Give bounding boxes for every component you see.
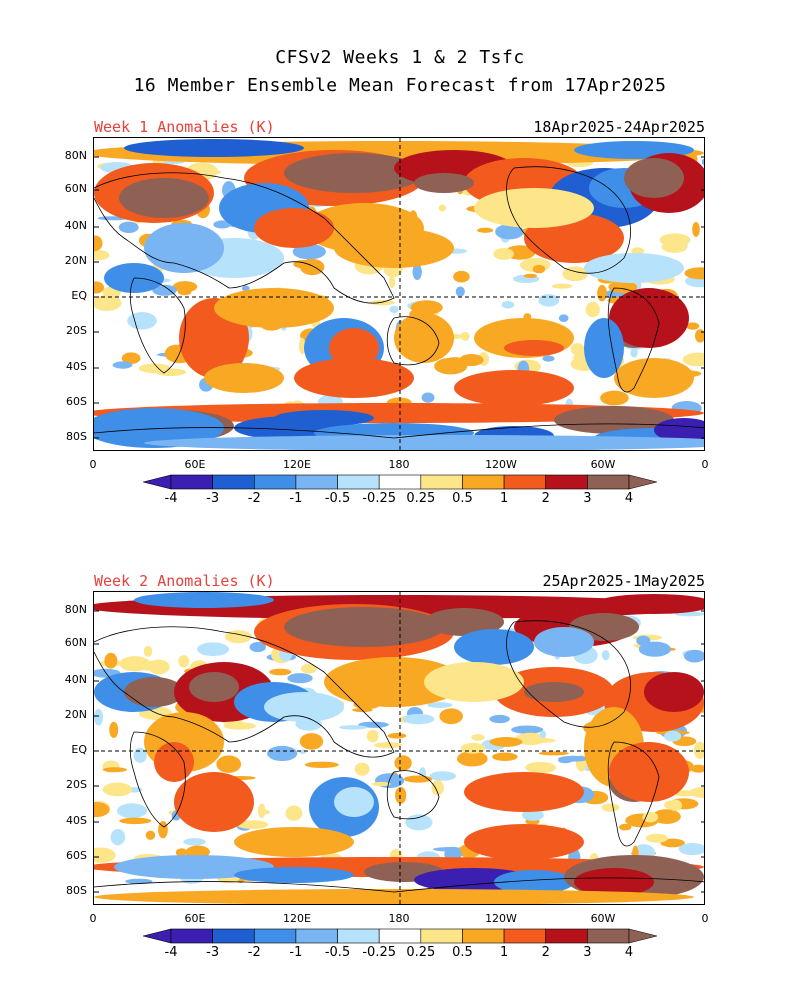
colorbar-label: -4 xyxy=(164,945,178,960)
week1-anomaly-map xyxy=(93,137,705,451)
colorbar-label: 0.5 xyxy=(452,945,473,960)
colorbar-box xyxy=(462,474,505,490)
colorbar-box xyxy=(545,474,588,490)
colorbar-box xyxy=(462,928,505,944)
latitude-label: EQ xyxy=(71,743,87,756)
colorbar-box xyxy=(378,474,422,490)
colorbar-box xyxy=(503,928,547,944)
latitude-label: 60S xyxy=(66,849,87,862)
colorbar-label: -0.25 xyxy=(362,491,396,506)
colorbar-box xyxy=(212,474,255,490)
colorbar-label: -0.5 xyxy=(324,491,351,506)
colorbar-scale xyxy=(142,928,658,944)
colorbar-label: -0.5 xyxy=(324,945,351,960)
colorbar-label: -0.25 xyxy=(362,945,396,960)
week1-panel-title: Week 1 Anomalies (K) xyxy=(94,118,275,136)
longitude-label: 0 xyxy=(701,912,709,925)
latitude-label: 20S xyxy=(66,324,87,337)
colorbar-box xyxy=(212,928,255,944)
colorbar-box xyxy=(253,474,297,490)
colorbar-low-arrow xyxy=(142,474,172,490)
colorbar-box xyxy=(587,928,630,944)
colorbar-box xyxy=(337,474,380,490)
latitude-label: 20N xyxy=(64,254,87,267)
colorbar-label: 4 xyxy=(624,491,634,506)
longitude-label: 120E xyxy=(283,912,311,925)
longitude-label: 60E xyxy=(184,458,206,471)
latitude-label: 40S xyxy=(66,814,87,827)
colorbar-label: -1 xyxy=(289,945,303,960)
colorbar-label: 2 xyxy=(541,945,550,960)
colorbar-label: 4 xyxy=(624,945,634,960)
colorbar-box xyxy=(170,474,213,490)
longitude-label: 0 xyxy=(701,458,709,471)
colorbar-label: 0.25 xyxy=(406,945,436,960)
colorbar-label: 0.5 xyxy=(452,491,473,506)
latitude-label: 40N xyxy=(64,219,87,232)
longitude-label: 120W xyxy=(485,458,517,471)
colorbar-box xyxy=(420,474,463,490)
longitude-label: 180 xyxy=(388,912,410,925)
longitude-label: 120W xyxy=(485,912,517,925)
latitude-label: 40N xyxy=(64,673,87,686)
colorbar-label: -4 xyxy=(164,491,178,506)
latitude-label: 80N xyxy=(64,603,87,616)
week2-date-range: 25Apr2025-1May2025 xyxy=(542,572,705,590)
latitude-label: 40S xyxy=(66,360,87,373)
longitude-label: 0 xyxy=(89,912,97,925)
colorbar-scale xyxy=(142,474,658,490)
colorbar-label: -3 xyxy=(206,491,220,506)
latitude-label: 80N xyxy=(64,149,87,162)
colorbar-box xyxy=(295,928,338,944)
colorbar-box xyxy=(420,928,463,944)
latitude-label: 60N xyxy=(64,636,87,649)
figure-title: CFSv2 Weeks 1 & 2 Tsfc xyxy=(275,47,525,68)
week1-date-range: 18Apr2025-24Apr2025 xyxy=(533,118,705,136)
longitude-label: 60W xyxy=(590,458,616,471)
colorbar-label: -1 xyxy=(289,491,303,506)
latitude-label: 80S xyxy=(66,430,87,443)
colorbar-label: 1 xyxy=(499,945,509,960)
colorbar-high-arrow xyxy=(628,928,658,944)
latitude-label: 80S xyxy=(66,884,87,897)
colorbar-box xyxy=(378,928,422,944)
colorbar-low-arrow xyxy=(142,928,172,944)
colorbar-label: -2 xyxy=(247,945,261,960)
longitude-label: 120E xyxy=(283,458,311,471)
colorbar-box xyxy=(295,474,338,490)
week2-colorbar: -4 -3 -2 -1 -0.5 -0.25 0.25 0.5 1 2 3 4 xyxy=(142,928,658,960)
longitude-label: 60E xyxy=(184,912,206,925)
latitude-label: 20S xyxy=(66,778,87,791)
colorbar-label: -2 xyxy=(247,491,261,506)
latitude-label: 20N xyxy=(64,708,87,721)
colorbar-box xyxy=(587,474,630,490)
week1-colorbar: -4 -3 -2 -1 -0.5 -0.25 0.25 0.5 1 2 3 4 xyxy=(142,474,658,506)
longitude-label: 0 xyxy=(89,458,97,471)
colorbar-label: 2 xyxy=(541,491,550,506)
colorbar-box xyxy=(170,928,213,944)
latitude-label: 60N xyxy=(64,182,87,195)
colorbar-label: 0.25 xyxy=(406,491,436,506)
longitude-label: 60W xyxy=(590,912,616,925)
latitude-label: 60S xyxy=(66,395,87,408)
colorbar-box xyxy=(503,474,547,490)
colorbar-label: 3 xyxy=(583,945,592,960)
longitude-label: 180 xyxy=(388,458,410,471)
colorbar-box xyxy=(337,928,380,944)
colorbar-box xyxy=(253,928,297,944)
week2-panel-title: Week 2 Anomalies (K) xyxy=(94,572,275,590)
latitude-label: EQ xyxy=(71,289,87,302)
figure-subtitle: 16 Member Ensemble Mean Forecast from 17… xyxy=(133,75,667,96)
colorbar-label: -3 xyxy=(206,945,220,960)
colorbar-box xyxy=(545,928,588,944)
week2-anomaly-map xyxy=(93,591,705,905)
colorbar-label: 1 xyxy=(499,491,509,506)
colorbar-label: 3 xyxy=(583,491,592,506)
colorbar-high-arrow xyxy=(628,474,658,490)
